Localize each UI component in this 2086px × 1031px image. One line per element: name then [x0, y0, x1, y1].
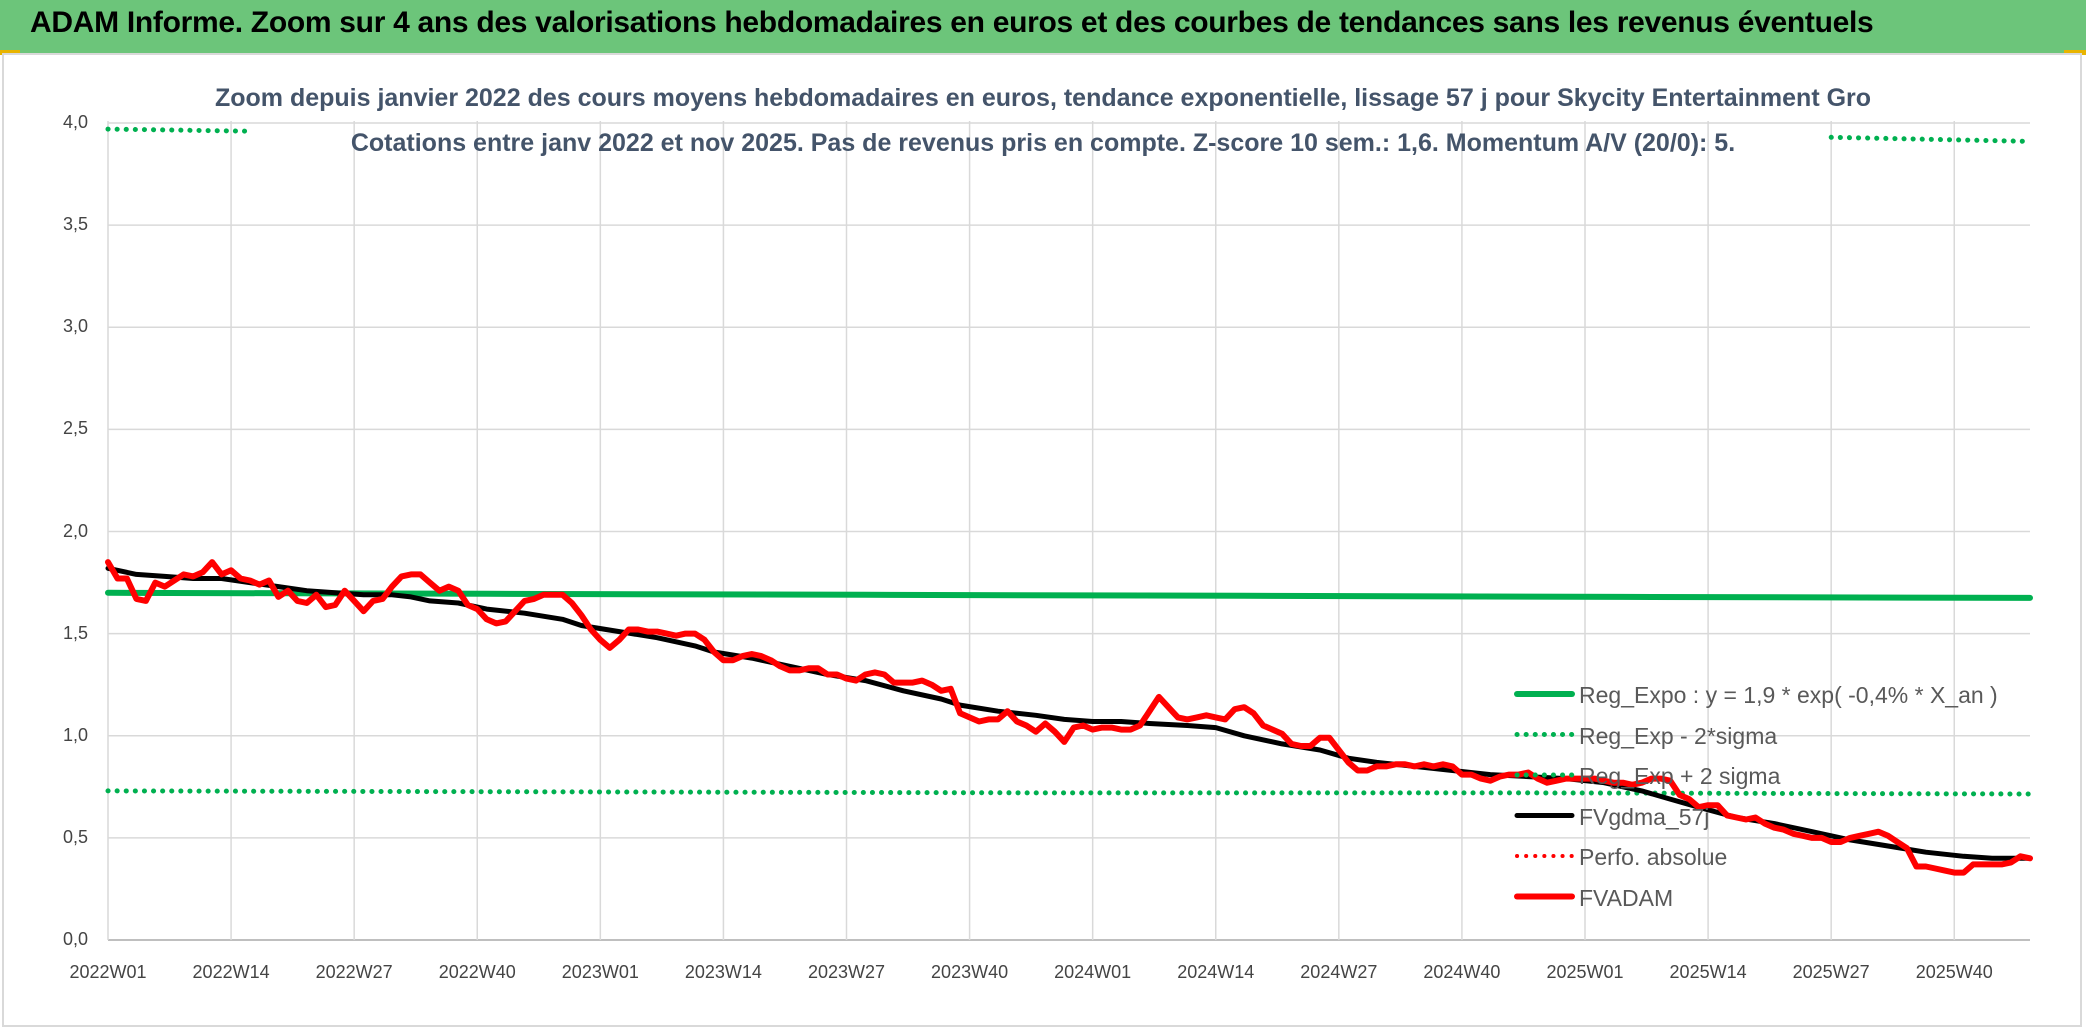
legend-label: Reg_Exp + 2 sigma	[1579, 763, 1781, 789]
y-tick-label: 0,0	[62, 929, 88, 949]
report-header: ADAM Informe. Zoom sur 4 ans des valoris…	[0, 0, 2086, 53]
legend-label: Perfo. absolue	[1579, 844, 1728, 870]
x-tick-label: 2022W27	[315, 962, 393, 982]
x-tick-label: 2024W14	[1177, 962, 1255, 982]
series-line-reg-exp-2-sigma	[105, 788, 2033, 797]
legend-label: FVADAM	[1579, 884, 1674, 911]
y-tick-label: 2,5	[62, 418, 88, 439]
chart-subtitle: Cotations entre janv 2022 et nov 2025. P…	[350, 129, 1736, 157]
x-tick-label: 2024W27	[1300, 962, 1378, 982]
chart-title: Zoom depuis janvier 2022 des cours moyen…	[214, 84, 1872, 112]
x-tick-label: 2023W27	[807, 962, 886, 982]
series-line-reg-expo-y-1-9-exp-0-4-x-an	[105, 589, 2033, 601]
grid-lines	[107, 121, 2030, 941]
x-tick-label: 2025W01	[1546, 962, 1624, 982]
x-tick-label: 2024W40	[1423, 962, 1501, 982]
y-tick-label: 1,5	[62, 622, 88, 643]
y-tick-label: 4,0	[62, 112, 88, 132]
y-tick-label: 3,0	[62, 316, 88, 337]
x-tick-label: 2022W14	[192, 962, 270, 982]
x-tick-label: 2025W40	[1915, 962, 1993, 982]
legend-label: FVgdma_57j	[1579, 803, 1710, 830]
x-tick-label: 2025W27	[1792, 962, 1870, 982]
x-tick-label: 2022W01	[69, 962, 147, 982]
x-tick-label: 2023W01	[561, 962, 639, 982]
legend-label: Reg_Expo : y = 1,9 * exp( -0,4% * X_an )	[1579, 682, 1998, 708]
report-title: ADAM Informe. Zoom sur 4 ans des valoris…	[30, 6, 1874, 39]
chart-frame	[2, 53, 2082, 1027]
series-line-reg-exp-2-sigma	[105, 126, 253, 134]
chart-series	[105, 126, 2033, 876]
header-accent-right	[2064, 50, 2086, 55]
legend-swatches	[1514, 691, 1575, 900]
x-tick-label: 2023W14	[684, 962, 762, 982]
y-tick-label: 1,0	[62, 724, 88, 745]
series-line-fvgdma-57j	[105, 565, 2033, 861]
x-tick-label: 2023W40	[931, 962, 1009, 982]
header-accent-left	[0, 50, 20, 55]
series-line-fvadam	[105, 559, 2033, 876]
x-tick-label: 2022W40	[438, 962, 516, 982]
x-tick-label: 2024W01	[1054, 962, 1132, 982]
x-tick-label: 2025W14	[1669, 962, 1747, 982]
series-line-reg-exp-2-sigma	[1828, 134, 2033, 144]
y-tick-label: 2,0	[62, 520, 88, 541]
y-tick-label: 0,5	[62, 826, 88, 847]
legend-label: Reg_Exp - 2*sigma	[1579, 722, 1778, 749]
y-tick-label: 3,5	[62, 214, 88, 235]
